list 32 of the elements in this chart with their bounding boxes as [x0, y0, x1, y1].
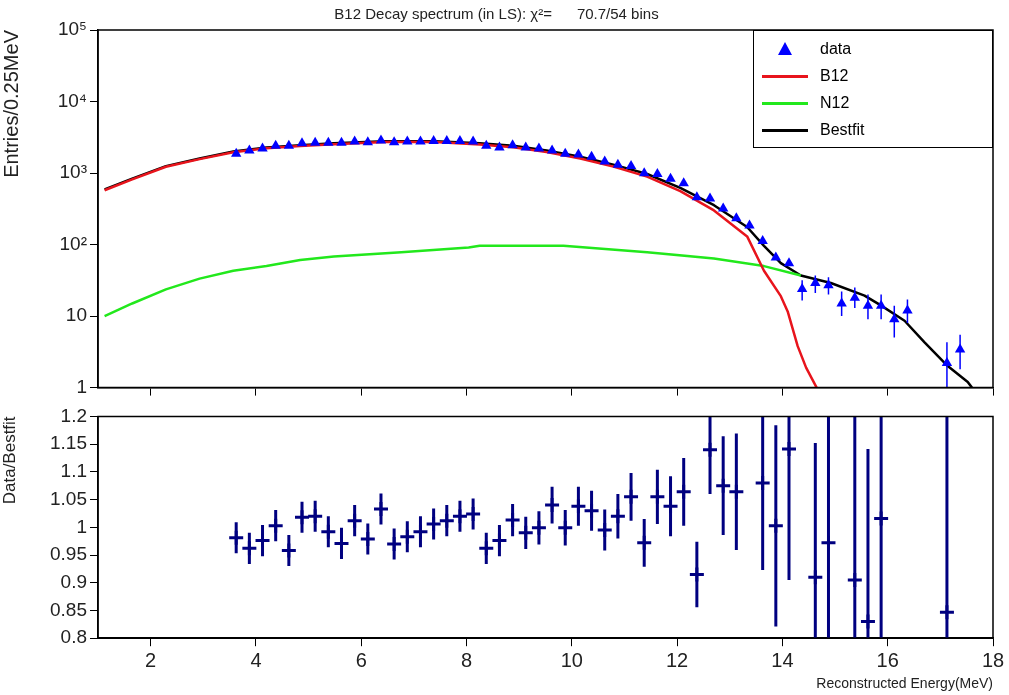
y-tick-label: 10⁵ [57, 18, 87, 40]
legend-label: data [820, 39, 852, 58]
y-tick-label: 10 [65, 304, 87, 326]
chart-title: B12 Decay spectrum (in LS): χ²= 70.7/54 bins [334, 5, 659, 23]
y-tick-label: 0.8 [60, 626, 87, 648]
x-tick-label: 12 [665, 648, 689, 671]
x-tick-label: 4 [250, 648, 262, 671]
legend-label: Bestfit [820, 120, 865, 139]
x-tick-label: 8 [460, 648, 473, 671]
x-tick-label: 10 [560, 648, 583, 671]
x-tick-label: 6 [355, 648, 367, 671]
y-tick-label: 1 [76, 515, 87, 537]
y-tick-label: 1.05 [50, 487, 87, 509]
y-tick-label: 1.15 [50, 432, 87, 454]
y-tick-label: 10³ [59, 161, 87, 183]
y-tick-label: 0.85 [50, 598, 87, 620]
legend-label: N12 [820, 93, 850, 112]
x-tick-label: 16 [876, 648, 899, 671]
y-tick-label: 1 [76, 375, 87, 397]
x-tick-label: 14 [771, 648, 794, 671]
y-tick-label: 1.2 [60, 404, 87, 426]
x-axis-title: Reconstructed Energy(MeV) [816, 675, 993, 692]
y-axis-title: Data/Bestfit [0, 416, 19, 505]
y-tick-label: 0.9 [60, 570, 87, 592]
y-axis-title: Entries/0.25MeV [0, 29, 22, 178]
y-tick-label: 10⁴ [57, 89, 87, 111]
y-tick-label: 0.95 [50, 543, 87, 565]
y-tick-label: 10² [59, 232, 87, 254]
x-tick-label: 18 [981, 648, 1005, 671]
y-tick-label: 1.1 [60, 460, 87, 482]
x-tick-label: 2 [145, 648, 157, 671]
legend-label: B12 [820, 66, 849, 85]
